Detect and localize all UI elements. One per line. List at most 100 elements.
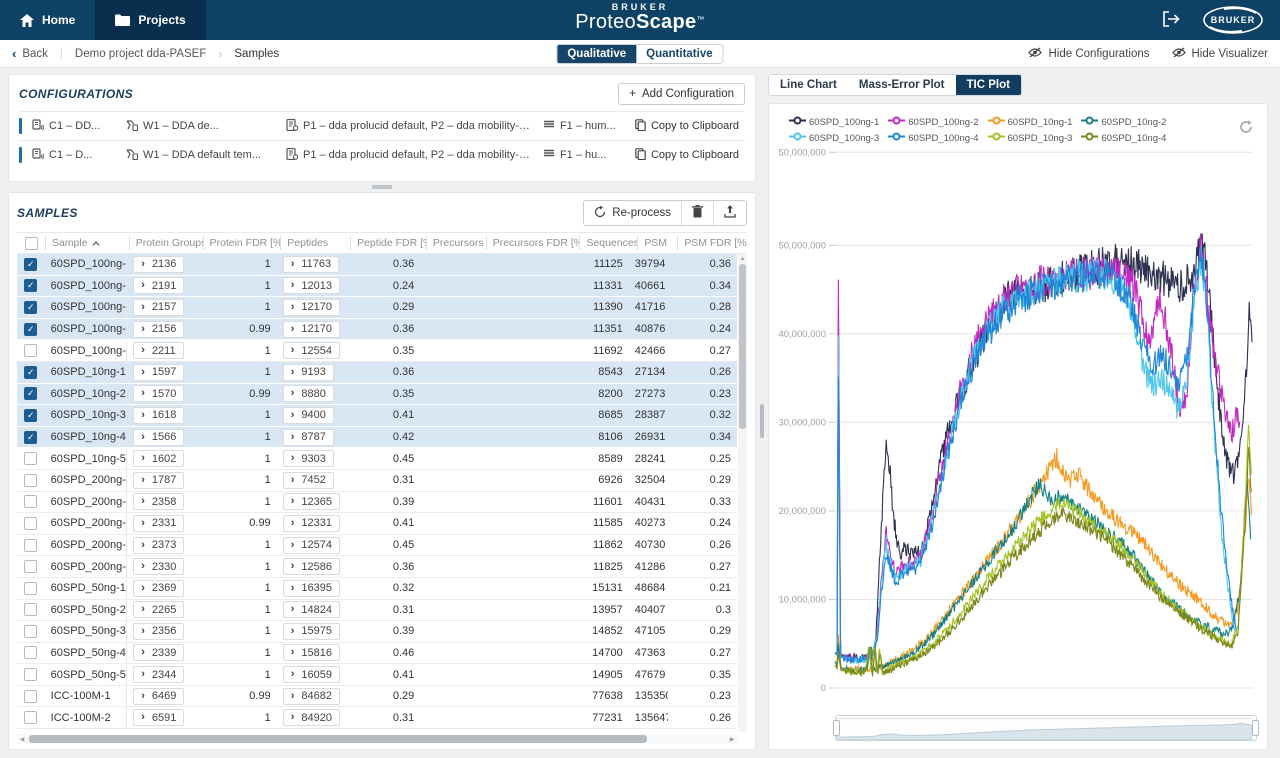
nav-tab-projects[interactable]: Projects xyxy=(95,0,205,40)
legend-item[interactable]: 60SPD_100ng-2 xyxy=(888,116,978,128)
expandable-count[interactable]: ›1597 xyxy=(133,364,184,381)
row-checkbox[interactable] xyxy=(24,625,37,638)
expandable-count[interactable]: ›2358 xyxy=(133,493,184,510)
expandable-count[interactable]: ›2373 xyxy=(133,537,184,554)
qualitative-toggle[interactable]: Qualitative xyxy=(557,45,636,63)
expandable-count[interactable]: ›16395 xyxy=(283,580,340,597)
expandable-count[interactable]: ›6469 xyxy=(133,688,184,705)
expandable-count[interactable]: ›9303 xyxy=(283,450,334,467)
legend-item[interactable]: 60SPD_10ng-3 xyxy=(988,132,1073,144)
panel-splitter-handle[interactable] xyxy=(760,404,764,438)
datazoom-right-handle[interactable] xyxy=(1252,720,1259,736)
table-horizontal-scrollbar[interactable]: ◀ ▶ xyxy=(17,734,737,744)
column-header-protein-groups[interactable]: Protein Groups xyxy=(129,236,203,250)
logout-icon[interactable] xyxy=(1162,11,1180,30)
table-row[interactable]: 60SPD_50ng-1›23691›163950.3215131486840.… xyxy=(17,578,737,600)
quantitative-toggle[interactable]: Quantitative xyxy=(636,45,722,63)
breadcrumb-project[interactable]: Demo project dda-PASEF xyxy=(75,48,206,60)
expandable-count[interactable]: ›2330 xyxy=(133,558,184,575)
add-configuration-button[interactable]: + Add Configuration xyxy=(618,83,745,105)
table-row[interactable]: 60SPD_50ng-3›23561›159750.3914852471050.… xyxy=(17,621,737,643)
table-row[interactable]: 60SPD_200ng-5›23301›125860.3611825412860… xyxy=(17,556,737,578)
copy-to-clipboard-button[interactable]: Copy to Clipboard xyxy=(635,148,739,163)
expandable-count[interactable]: ›84920 xyxy=(283,709,340,726)
row-checkbox[interactable]: ✓ xyxy=(24,387,37,400)
scroll-right-icon[interactable]: ▶ xyxy=(727,736,737,743)
expandable-count[interactable]: ›9193 xyxy=(283,364,334,381)
legend-item[interactable]: 60SPD_100ng-3 xyxy=(789,132,879,144)
column-header-sample[interactable]: Sample xyxy=(45,236,129,250)
table-row[interactable]: ✓60SPD_10ng-2›15700.99›88800.35820027273… xyxy=(17,384,737,406)
datazoom-left-handle[interactable] xyxy=(833,720,840,736)
row-checkbox[interactable] xyxy=(24,711,37,724)
export-samples-button[interactable] xyxy=(713,201,746,225)
expandable-count[interactable]: ›2356 xyxy=(133,623,184,640)
expandable-count[interactable]: ›1602 xyxy=(133,450,184,467)
expandable-count[interactable]: ›16059 xyxy=(283,666,340,683)
select-all-checkbox[interactable] xyxy=(25,237,38,250)
expandable-count[interactable]: ›6591 xyxy=(133,709,184,726)
row-checkbox[interactable] xyxy=(24,690,37,703)
expandable-count[interactable]: ›2191 xyxy=(133,277,184,294)
expandable-count[interactable]: ›2156 xyxy=(133,321,184,338)
expandable-count[interactable]: ›84682 xyxy=(283,688,340,705)
table-row[interactable]: 60SPD_100ng-5›22111›125540.3511692424660… xyxy=(17,340,737,362)
table-row[interactable]: 60SPD_200ng-2›23581›123650.3911601404310… xyxy=(17,492,737,514)
row-checkbox[interactable] xyxy=(24,603,37,616)
table-row[interactable]: 60SPD_200ng-1›17871›74520.316926325040.2… xyxy=(17,470,737,492)
row-checkbox[interactable]: ✓ xyxy=(24,301,37,314)
legend-item[interactable]: 60SPD_100ng-1 xyxy=(789,116,879,128)
expandable-count[interactable]: ›12554 xyxy=(283,342,340,359)
table-row[interactable]: ICC-100M-2›65911›849200.31772311356470.2… xyxy=(17,707,737,729)
expandable-count[interactable]: ›8880 xyxy=(283,385,334,402)
table-vertical-scrollbar[interactable]: ▲ xyxy=(738,254,747,732)
scroll-left-icon[interactable]: ◀ xyxy=(17,736,27,743)
expandable-count[interactable]: ›12331 xyxy=(283,515,340,532)
row-checkbox[interactable]: ✓ xyxy=(24,431,37,444)
table-row[interactable]: ✓60SPD_10ng-3›16181›94000.418685283870.3… xyxy=(17,405,737,427)
row-checkbox[interactable] xyxy=(24,495,37,508)
row-checkbox[interactable] xyxy=(24,452,37,465)
column-header-sequences[interactable]: Sequences xyxy=(579,236,637,250)
row-checkbox[interactable]: ✓ xyxy=(24,279,37,292)
expandable-count[interactable]: ›1618 xyxy=(133,407,184,424)
expandable-count[interactable]: ›11763 xyxy=(283,256,339,273)
hide-visualizer-button[interactable]: Hide Visualizer xyxy=(1172,47,1269,61)
row-checkbox[interactable] xyxy=(24,668,37,681)
column-header-protein-fdr-[interactable]: Protein FDR [%] xyxy=(203,236,281,250)
table-row[interactable]: ✓60SPD_100ng-4›21560.99›121700.361135140… xyxy=(17,319,737,341)
table-row[interactable]: ✓60SPD_10ng-4›15661›87870.428106269310.3… xyxy=(17,427,737,449)
tic-plot-canvas[interactable]: 50,000,00050,000,00040,000,00030,000,000… xyxy=(777,146,1259,694)
column-header-peptide-fdr-[interactable]: Peptide FDR [%] xyxy=(350,236,426,250)
expandable-count[interactable]: ›12586 xyxy=(283,558,340,575)
table-row[interactable]: ✓60SPD_100ng-2›21911›120130.241133140661… xyxy=(17,276,737,298)
row-checkbox[interactable]: ✓ xyxy=(24,366,37,379)
legend-item[interactable]: 60SPD_10ng-1 xyxy=(988,116,1073,128)
row-checkbox[interactable]: ✓ xyxy=(24,258,37,271)
expandable-count[interactable]: ›14824 xyxy=(283,601,340,618)
expandable-count[interactable]: ›7452 xyxy=(283,472,334,489)
row-checkbox[interactable]: ✓ xyxy=(24,323,37,336)
expandable-count[interactable]: ›15975 xyxy=(283,623,340,640)
legend-item[interactable]: 60SPD_10ng-4 xyxy=(1081,132,1166,144)
table-row[interactable]: 60SPD_200ng-4›23731›125740.4511862407300… xyxy=(17,535,737,557)
expandable-count[interactable]: ›1570 xyxy=(133,385,184,402)
configuration-row[interactable]: C1 – D...W1 – DDA default tem...P1 – dda… xyxy=(19,140,745,169)
expandable-count[interactable]: ›12365 xyxy=(283,493,340,510)
expandable-count[interactable]: ›2136 xyxy=(133,256,184,273)
row-checkbox[interactable]: ✓ xyxy=(24,409,37,422)
expandable-count[interactable]: ›8787 xyxy=(283,429,334,446)
column-header-psm[interactable]: PSM xyxy=(637,236,677,250)
nav-tab-home[interactable]: Home xyxy=(0,0,95,40)
hide-configurations-button[interactable]: Hide Configurations xyxy=(1028,47,1149,61)
expandable-count[interactable]: ›2344 xyxy=(133,666,184,683)
expandable-count[interactable]: ›12170 xyxy=(283,321,340,338)
table-row[interactable]: 60SPD_50ng-4›23391›158160.4614700473630.… xyxy=(17,643,737,665)
table-row[interactable]: 60SPD_200ng-3›23310.99›123310.4111585402… xyxy=(17,513,737,535)
column-header-precursors-fdr-[interactable]: Precursors FDR [%] xyxy=(486,236,580,250)
back-button[interactable]: ‹ Back xyxy=(12,46,48,61)
configuration-row[interactable]: C1 – DD...W1 – DDA de...P1 – dda proluci… xyxy=(19,111,745,140)
expandable-count[interactable]: ›15816 xyxy=(283,644,340,661)
chart-datazoom-slider[interactable] xyxy=(835,715,1257,741)
column-header-psm-fdr-[interactable]: PSM FDR [%] xyxy=(677,236,747,250)
